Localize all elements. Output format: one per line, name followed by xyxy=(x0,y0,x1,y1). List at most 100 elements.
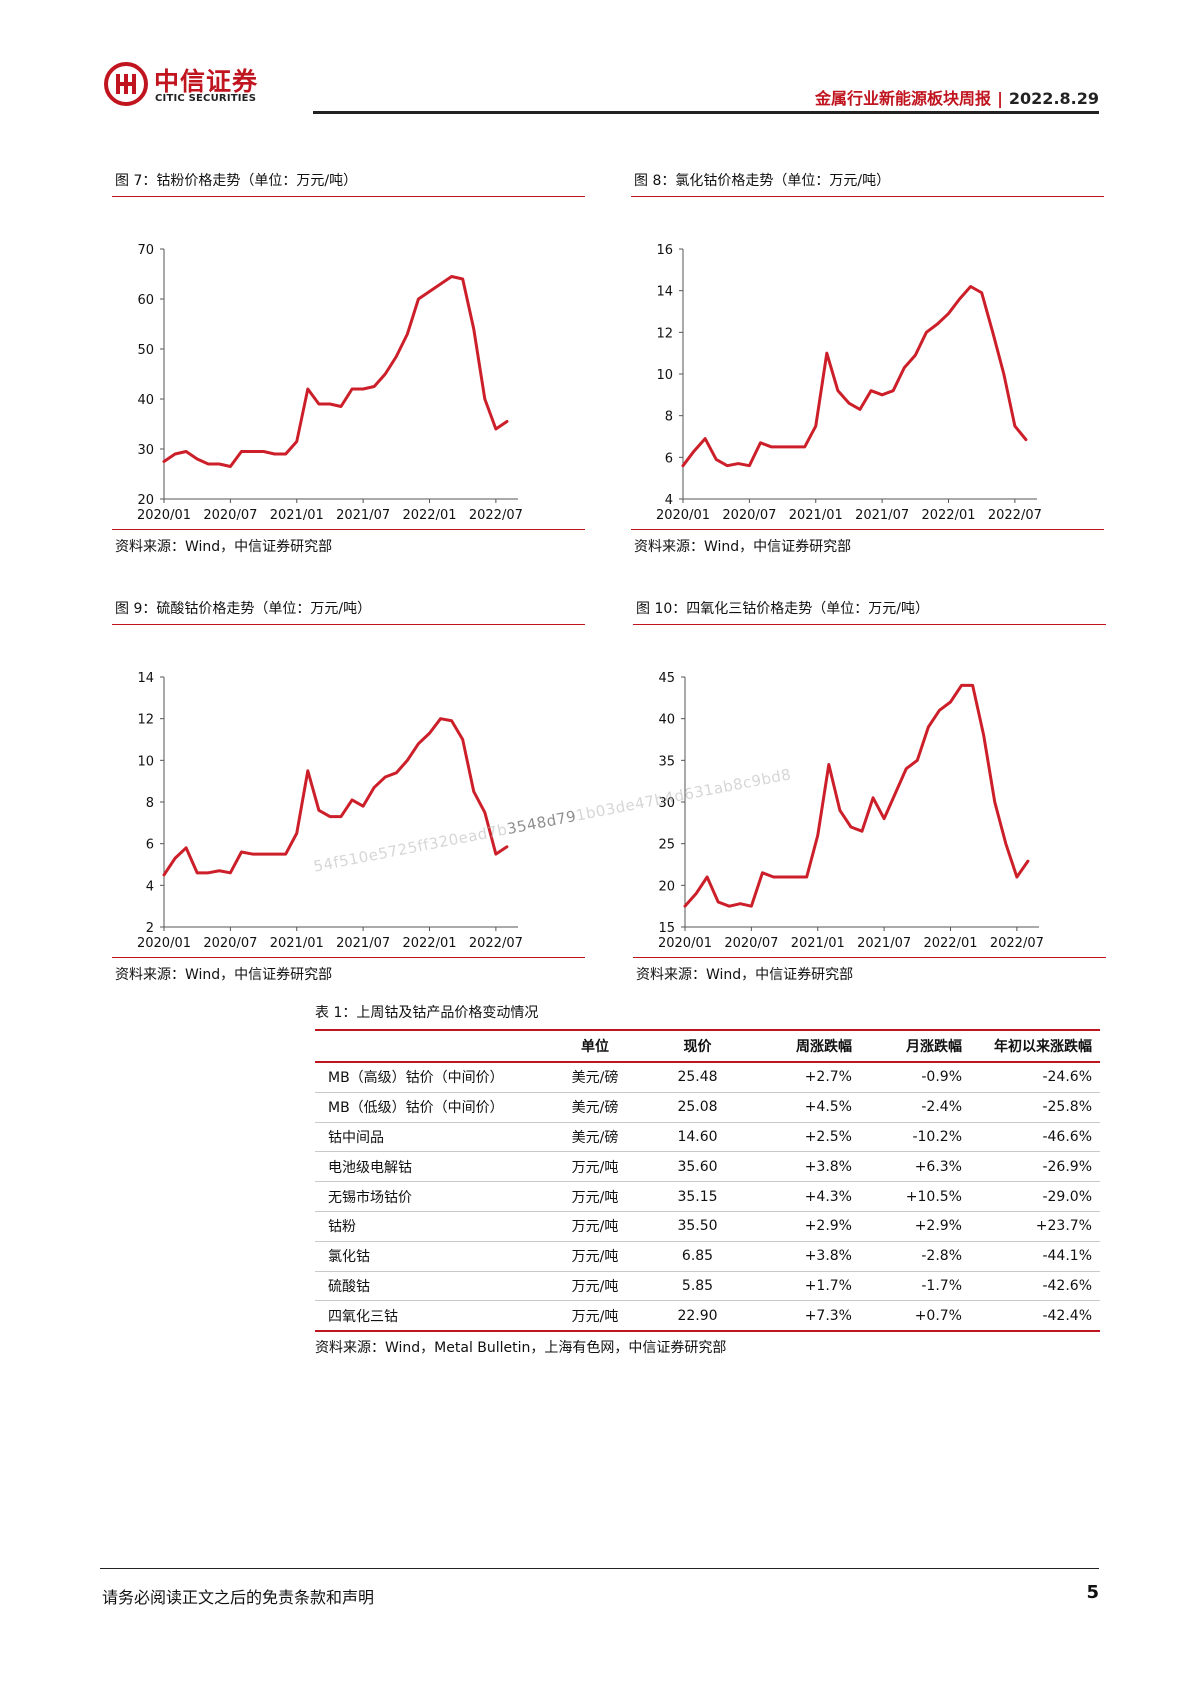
table-source: 资料来源：Wind，Metal Bulletin，上海有色网，中信证券研究部 xyxy=(315,1340,727,1357)
y-tick-label: 16 xyxy=(656,243,673,258)
figure-7: 图 7：钴粉价格走势（单位：万元/吨） 20 30 40 50 60 70 2020/01 2… xyxy=(112,170,585,556)
table-title: 表 1：上周钴及钴产品价格变动情况 xyxy=(315,1005,539,1021)
x-tick-label: 2022/01 xyxy=(921,508,975,523)
y-tick-label: 40 xyxy=(658,713,675,728)
y-tick-label: 6 xyxy=(146,838,154,853)
x-tick-label: 2021/01 xyxy=(791,936,845,951)
x-tick-label: 2021/07 xyxy=(855,508,909,523)
y-tick-label: 70 xyxy=(137,243,154,258)
cell-ytd: -26.9% xyxy=(970,1151,1100,1183)
cell-weekly: +4.5% xyxy=(745,1092,860,1123)
cell-weekly: +2.9% xyxy=(745,1211,860,1242)
cell-price: 14.60 xyxy=(650,1122,745,1153)
cell-weekly: +2.7% xyxy=(745,1062,860,1093)
header-separator: | xyxy=(997,89,1003,108)
table-row: 无锡市场钴价 万元/吨 35.15 +4.3% +10.5% -29.0% xyxy=(315,1181,1100,1212)
table-row: 钴粉 万元/吨 35.50 +2.9% +2.9% +23.7% xyxy=(315,1211,1100,1242)
figure-source: 资料来源：Wind，中信证券研究部 xyxy=(112,957,585,984)
y-tick-label: 30 xyxy=(658,796,675,811)
y-tick-label: 20 xyxy=(658,879,675,894)
price-series-line xyxy=(162,717,509,877)
cell-monthly: +6.3% xyxy=(860,1151,970,1183)
cell-product: 氯化钴 xyxy=(315,1241,540,1272)
cell-price: 35.50 xyxy=(650,1211,745,1242)
x-tick-label: 2020/07 xyxy=(722,508,776,523)
cell-unit: 万元/吨 xyxy=(540,1181,650,1212)
y-tick-label: 12 xyxy=(137,713,154,728)
y-tick-label: 20 xyxy=(137,493,154,508)
footer-divider xyxy=(100,1568,1099,1569)
x-tick-label: 2022/01 xyxy=(923,936,977,951)
x-tick-label: 2022/01 xyxy=(402,508,456,523)
cell-unit: 万元/吨 xyxy=(540,1300,650,1333)
figure-8: 图 8：氯化钴价格走势（单位：万元/吨） 4 6 8 10 12 14 16 2020/01 2… xyxy=(631,170,1104,556)
footer-disclaimer: 请务必阅读正文之后的免责条款和声明 xyxy=(102,1588,375,1607)
cell-unit: 万元/吨 xyxy=(540,1211,650,1242)
figure-title: 图 9：硫酸钴价格走势（单位：万元/吨） xyxy=(112,598,585,625)
price-series-line xyxy=(162,275,509,468)
figure-source: 资料来源：Wind，中信证券研究部 xyxy=(631,529,1104,556)
cell-weekly: +3.8% xyxy=(745,1151,860,1183)
header-cell-price: 现价 xyxy=(683,1039,712,1055)
price-series-line xyxy=(681,285,1028,468)
cell-monthly: -1.7% xyxy=(860,1271,970,1302)
figure-title: 图 10：四氧化三钴价格走势（单位：万元/吨） xyxy=(633,598,1106,625)
x-tick-label: 2020/01 xyxy=(137,508,191,523)
table-row: MB（高级）钴价（中间价） 美元/磅 25.48 +2.7% -0.9% -24… xyxy=(315,1062,1100,1093)
cell-monthly: -0.9% xyxy=(860,1062,970,1093)
cell-product: 四氧化三钴 xyxy=(315,1300,540,1333)
cell-price: 25.08 xyxy=(650,1092,745,1123)
y-tick-label: 14 xyxy=(656,285,673,300)
cell-weekly: +4.3% xyxy=(745,1181,860,1212)
cell-price: 35.15 xyxy=(650,1181,745,1212)
y-tick-label: 6 xyxy=(665,451,673,466)
cell-price: 25.48 xyxy=(650,1062,745,1093)
cell-unit: 万元/吨 xyxy=(540,1241,650,1272)
cell-ytd: -24.6% xyxy=(970,1062,1100,1093)
cobalt-tetroxide-price-chart: 15 20 25 30 35 40 45 2020/01 2020/07 2021/01 2021/… xyxy=(658,671,1044,951)
cell-unit: 美元/磅 xyxy=(540,1062,650,1093)
table-row: MB（低级）钴价（中间价） 美元/磅 25.08 +4.5% -2.4% -25… xyxy=(315,1092,1100,1123)
cell-ytd: -42.4% xyxy=(970,1300,1100,1333)
cell-weekly: +2.5% xyxy=(745,1122,860,1153)
cell-price: 22.90 xyxy=(650,1300,745,1333)
cell-product: 硫酸钴 xyxy=(315,1271,540,1302)
brand-name-en: CITIC SECURITIES xyxy=(155,93,257,104)
cell-weekly: +1.7% xyxy=(745,1271,860,1302)
price-change-table-block: 表 1：上周钴及钴产品价格变动情况 单位 现价 周涨跌幅 月涨跌幅 年初以来涨跌… xyxy=(315,1002,1100,1357)
figure-10: 图 10：四氧化三钴价格走势（单位：万元/吨） 15 20 25 30 35 40 45 20… xyxy=(633,598,1106,984)
y-tick-label: 12 xyxy=(656,326,673,341)
y-tick-label: 8 xyxy=(146,796,154,811)
cell-price: 35.60 xyxy=(650,1151,745,1183)
cobalt-chloride-price-chart: 4 6 8 10 12 14 16 2020/01 2020/07 2021/01 2021/07 2… xyxy=(656,243,1042,523)
cell-ytd: -25.8% xyxy=(970,1092,1100,1123)
cell-product: 电池级电解钴 xyxy=(315,1151,540,1183)
x-tick-label: 2021/07 xyxy=(336,936,390,951)
x-tick-label: 2021/01 xyxy=(789,508,843,523)
x-tick-label: 2021/07 xyxy=(857,936,911,951)
y-tick-label: 50 xyxy=(137,343,154,358)
x-tick-label: 2022/07 xyxy=(469,508,523,523)
cell-unit: 万元/吨 xyxy=(540,1271,650,1302)
y-tick-label: 60 xyxy=(137,293,154,308)
table-row: 钴中间品 美元/磅 14.60 +2.5% -10.2% -46.6% xyxy=(315,1122,1100,1153)
cell-product: 钴粉 xyxy=(315,1211,540,1242)
header-cell-ytd: 年初以来涨跌幅 xyxy=(994,1039,1092,1055)
page-number: 5 xyxy=(1086,1582,1099,1603)
cell-ytd: -44.1% xyxy=(970,1241,1100,1272)
cobalt-sulfate-price-chart: 2 4 6 8 10 12 14 2020/01 2020/07 2021/01 2021/07 20… xyxy=(137,671,523,951)
table-row: 电池级电解钴 万元/吨 35.60 +3.8% +6.3% -26.9% xyxy=(315,1151,1100,1183)
cell-unit: 美元/磅 xyxy=(540,1092,650,1123)
y-tick-label: 4 xyxy=(665,493,673,508)
cell-weekly: +3.8% xyxy=(745,1241,860,1272)
x-tick-label: 2021/01 xyxy=(270,508,324,523)
figure-source: 资料来源：Wind，中信证券研究部 xyxy=(112,529,585,556)
figure-title: 图 8：氯化钴价格走势（单位：万元/吨） xyxy=(631,170,1104,197)
cell-unit: 万元/吨 xyxy=(540,1151,650,1183)
cell-ytd: -42.6% xyxy=(970,1271,1100,1302)
cell-monthly: +2.9% xyxy=(860,1211,970,1242)
header-cell-name xyxy=(315,1030,540,1062)
cell-ytd: +23.7% xyxy=(970,1211,1100,1242)
x-tick-label: 2021/07 xyxy=(336,508,390,523)
cell-ytd: -29.0% xyxy=(970,1181,1100,1212)
